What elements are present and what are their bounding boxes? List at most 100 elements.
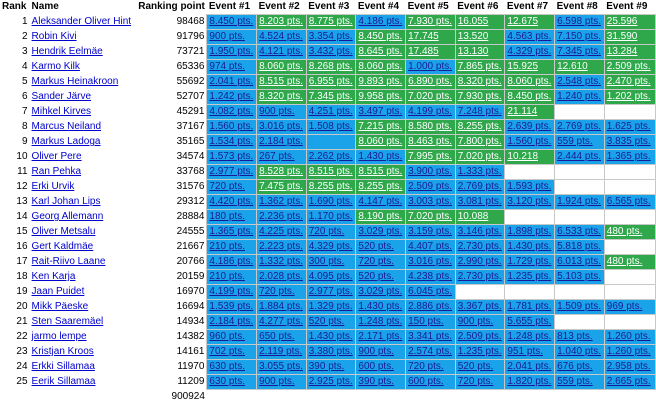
event-points-link[interactable]: 2.262 pts. (308, 151, 353, 163)
event-points-link[interactable]: 1.430 pts. (358, 151, 403, 163)
event-cell[interactable]: 7.930 pts. (454, 89, 506, 106)
event-cell[interactable]: 3.835 pts. (603, 134, 656, 151)
event-points-link[interactable]: 4.420 pts. (209, 196, 254, 208)
event-cell[interactable]: 3.380 pts. (305, 344, 357, 361)
event-cell[interactable]: 1.950 pts. (206, 44, 258, 61)
event-points-link[interactable]: 2.886 pts. (408, 301, 452, 313)
player-link[interactable]: Mihkel Kirves (31, 106, 92, 118)
event-cell[interactable]: 1.508 pts. (305, 119, 357, 136)
event-cell[interactable]: 2.236 pts. (256, 209, 307, 226)
event-points-link[interactable]: 1.235 pts. (457, 346, 502, 358)
event-cell[interactable]: 1.235 pts. (454, 344, 506, 361)
event-points-link[interactable]: 2.977 pts. (209, 166, 254, 178)
event-points-link[interactable]: 1.365 pts. (606, 151, 651, 163)
event-cell[interactable]: 951 pts. (504, 344, 556, 361)
event-points-link[interactable]: 8.463 pts. (408, 136, 452, 148)
event-points-link[interactable]: 900 pts. (259, 376, 295, 388)
player-link[interactable]: Erkki Sillamaa (31, 361, 95, 373)
event-points-link[interactable]: 1.781 pts. (507, 301, 552, 313)
event-cell[interactable]: 1.000 pts. (405, 59, 456, 76)
event-cell[interactable]: 8.515 pts. (355, 164, 407, 181)
event-cell[interactable]: 2.509 pts. (603, 59, 656, 76)
event-points-link[interactable]: 8.255 pts. (358, 181, 403, 193)
event-points-link[interactable]: 4.277 pts. (259, 316, 303, 328)
event-points-link[interactable]: 300 pts. (308, 256, 345, 268)
event-points-link[interactable]: 900 pts. (358, 346, 394, 358)
event-points-link[interactable]: 1.560 pts. (507, 136, 552, 148)
event-cell[interactable]: 3.055 pts. (256, 359, 307, 376)
event-points-link[interactable]: 3.029 pts. (358, 226, 403, 238)
event-points-link[interactable]: 2.509 pts. (606, 61, 651, 73)
player-link[interactable]: Sander Järve (31, 91, 92, 103)
player-link[interactable]: Robin Kivi (31, 31, 77, 43)
event-points-link[interactable]: 2.184 pts. (259, 136, 303, 148)
event-points-link[interactable]: 5.103 pts. (557, 271, 602, 283)
event-points-link[interactable]: 951 pts. (507, 346, 544, 358)
event-cell[interactable]: 813 pts. (554, 329, 605, 346)
event-points-link[interactable]: 7.930 pts. (457, 91, 502, 103)
player-link[interactable]: Oliver Pere (31, 151, 82, 163)
event-points-link[interactable]: 4.147 pts. (358, 196, 403, 208)
event-cell[interactable]: 720 pts. (305, 224, 357, 241)
event-cell[interactable]: 1.202 pts. (603, 89, 656, 106)
event-points-link[interactable]: 25.596 (606, 16, 638, 28)
event-points-link[interactable]: 3.120 pts. (507, 196, 552, 208)
event-cell[interactable]: 1.430 pts. (355, 149, 407, 166)
event-cell[interactable]: 3.367 pts. (454, 299, 506, 316)
event-cell[interactable]: 1.560 pts. (504, 134, 556, 151)
player-link[interactable]: Markus Ladoga (31, 136, 101, 148)
event-points-link[interactable]: 650 pts. (259, 331, 295, 343)
event-cell[interactable]: 2.730 pts. (454, 239, 506, 256)
event-cell[interactable]: 8.255 pts. (454, 119, 506, 136)
event-cell[interactable]: 4.251 pts. (305, 104, 357, 121)
event-cell[interactable]: 1.729 pts. (504, 254, 556, 271)
event-cell[interactable]: 10.218 (504, 149, 556, 166)
event-points-link[interactable]: 4.095 pts. (308, 271, 353, 283)
event-points-link[interactable]: 7.345 pts. (557, 46, 602, 58)
event-cell[interactable]: 650 pts. (256, 329, 307, 346)
event-cell[interactable]: 9.893 pts. (355, 74, 407, 91)
event-cell[interactable]: 3.081 pts. (454, 194, 506, 211)
event-points-link[interactable]: 2.028 pts. (259, 271, 303, 283)
event-points-link[interactable]: 720 pts. (209, 181, 245, 193)
event-points-link[interactable]: 4.251 pts. (308, 106, 353, 118)
event-points-link[interactable]: 1.430 pts. (507, 241, 552, 253)
event-points-link[interactable]: 1.242 pts. (209, 91, 254, 103)
event-cell[interactable]: 630 pts. (206, 359, 258, 376)
event-points-link[interactable]: 8.060 pts. (358, 136, 403, 148)
event-cell[interactable]: 1.898 pts. (504, 224, 556, 241)
event-points-link[interactable]: 3.900 pts. (408, 166, 452, 178)
event-cell[interactable]: 8.320 pts. (454, 74, 506, 91)
event-points-link[interactable]: 1.884 pts. (259, 301, 303, 313)
event-cell[interactable]: 210 pts. (206, 239, 258, 256)
event-points-link[interactable]: 3.432 pts. (308, 46, 353, 58)
event-cell[interactable]: 3.900 pts. (405, 164, 456, 181)
event-cell[interactable]: 1.625 pts. (603, 119, 656, 136)
event-cell[interactable]: 5.818 pts. (554, 239, 605, 256)
event-points-link[interactable]: 1.333 pts. (457, 166, 502, 178)
player-link[interactable]: Mikk Päeske (31, 301, 89, 313)
event-points-link[interactable]: 7.020 pts. (408, 91, 452, 103)
event-cell[interactable]: 210 pts. (206, 269, 258, 286)
event-points-link[interactable]: 8.580 pts. (408, 121, 452, 133)
event-points-link[interactable]: 8.515 pts. (259, 76, 303, 88)
event-cell[interactable]: 12.610 (554, 59, 605, 76)
event-points-link[interactable]: 390 pts. (358, 376, 394, 388)
event-points-link[interactable]: 630 pts. (209, 376, 245, 388)
event-points-link[interactable]: 1.924 pts. (557, 196, 602, 208)
event-cell[interactable]: 7.150 pts. (554, 29, 605, 46)
event-cell[interactable]: 8.255 pts. (355, 179, 407, 196)
event-cell[interactable]: 2.223 pts. (256, 239, 307, 256)
event-points-link[interactable]: 17.485 (408, 46, 439, 58)
event-cell[interactable]: 2.509 pts. (405, 179, 456, 196)
event-points-link[interactable]: 520 pts. (358, 241, 394, 253)
event-points-link[interactable]: 969 pts. (606, 301, 643, 313)
player-link[interactable]: Karmo Kilk (31, 61, 80, 73)
event-points-link[interactable]: 720 pts. (308, 226, 345, 238)
player-link[interactable]: Kristjan Kroos (31, 346, 94, 358)
event-cell[interactable]: 300 pts. (305, 254, 357, 271)
event-points-link[interactable]: 2.548 pts. (557, 76, 602, 88)
event-points-link[interactable]: 13.284 (606, 46, 638, 58)
event-cell[interactable]: 7.800 pts. (454, 134, 506, 151)
event-points-link[interactable]: 3.497 pts. (358, 106, 403, 118)
